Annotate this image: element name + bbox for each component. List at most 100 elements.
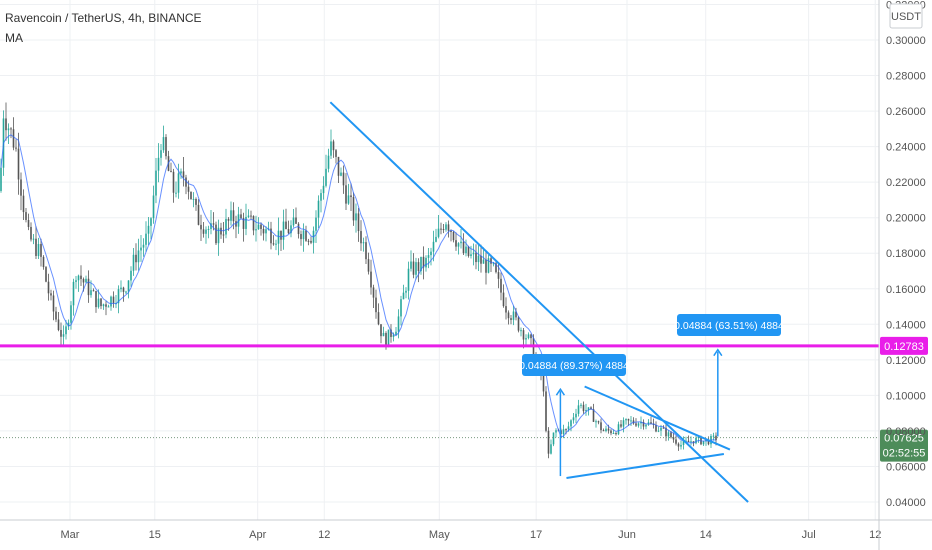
candle-up [577,405,580,414]
candle-up [487,258,490,273]
candle-up [265,229,267,234]
candle-down [95,291,97,308]
candle-up [482,259,485,264]
candle-up [567,426,570,430]
candle-down [662,427,665,429]
indicator-ma-label[interactable]: MA [5,31,23,45]
symbol-title[interactable]: Ravencoin / TetherUS, 4h, BINANCE [5,11,202,25]
candle-up [362,242,365,244]
candle-up [277,230,280,244]
candle-down [227,218,230,221]
candle-up [75,280,77,282]
candle-down [185,177,187,187]
price-tick-label: 0.26000 [886,106,926,118]
candle-down [715,435,717,441]
candle-up [410,261,412,269]
candle-up [62,334,65,337]
candle-down [687,440,690,442]
time-tick-label: 14 [700,529,712,541]
candle-up [572,417,575,421]
candle-up [145,233,147,245]
candle-down [240,214,242,219]
candle-down [480,255,482,264]
candle-down [442,229,445,231]
candle-up [275,243,277,245]
candle-down [242,218,245,229]
candle-down [332,141,335,151]
candle-up [660,427,662,431]
candle-down [172,171,175,193]
measure-label: 0.04884 (63.51%) 4884 [674,320,784,332]
candle-up [630,420,632,422]
candle-down [377,312,380,325]
candle-up [192,198,195,200]
candle-down [187,186,190,192]
candle-up [702,441,705,445]
candle-down [165,137,167,157]
time-tick-label: Mar [61,529,80,541]
candle-down [412,261,415,275]
candle-down [15,147,17,149]
drawings: 0.12783 0.07625 02:52:55 0.04884 (89.37%) 4… [0,101,928,503]
candle-up [430,251,432,256]
candle-down [670,432,672,438]
candle-down [252,215,255,231]
currency-badge [889,3,923,29]
candle-down [505,306,507,313]
measure-label: 0.04884 (89.37%) 4884 [519,360,629,372]
candle-down [360,231,362,244]
candle-down [35,238,37,256]
candle-up [175,192,177,194]
candle-up [7,128,10,131]
candle-down [272,243,275,245]
candle-up [85,278,87,283]
time-tick-label: May [429,529,450,541]
time-tick-label: 17 [530,529,542,541]
candle-up [562,429,565,434]
candles [0,102,717,459]
candle-down [20,179,22,196]
candle-up [0,167,2,191]
candle-down [650,422,652,424]
candle-up [682,440,685,445]
candle-up [65,326,67,335]
candle-down [80,275,82,280]
candle-down [642,421,645,427]
candle-up [555,430,557,433]
candle-up [347,195,350,204]
candle-down [600,422,602,431]
candle-down [502,292,505,307]
candle-up [32,238,35,240]
candle-up [37,244,40,256]
candle-up [690,441,692,443]
price-tick-label: 0.30000 [886,35,926,47]
candle-down [12,129,15,148]
candle-down [112,296,115,304]
candle-down [135,254,137,263]
candle-up [585,410,587,412]
candle-down [100,298,102,307]
time-tick-label: 15 [149,529,161,541]
candle-up [640,421,642,424]
candle-up [302,230,305,240]
candle-up [72,281,75,306]
candle-down [497,272,500,279]
candle-down [620,424,622,427]
candle-up [402,292,405,300]
ma-line [0,134,717,444]
measure-arrow-head [555,387,566,396]
candle-up [140,247,142,251]
chart-grid [0,0,879,520]
candle-up [340,172,342,176]
candle-down [542,373,545,392]
candle-down [200,224,202,230]
trendline [566,453,725,480]
candle-down [250,215,252,217]
candle-up [392,334,395,337]
candle-up [70,305,72,323]
candle-down [370,271,372,288]
measure-label-box [522,354,626,376]
candle-down [597,421,600,423]
